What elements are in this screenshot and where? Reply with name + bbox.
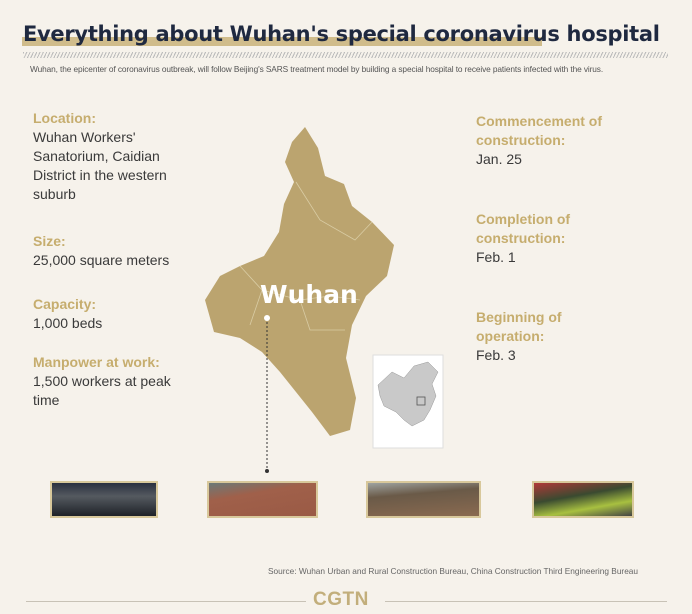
photo-workers [532, 481, 634, 518]
leader-end-dot [265, 469, 269, 473]
photo-bulldozers [366, 481, 481, 518]
fact-label: Capacity: [33, 296, 97, 312]
wuhan-locator-box [416, 396, 426, 406]
district-borders [239, 181, 373, 331]
city-label: Wuhan [260, 280, 358, 309]
photo-night-construction [50, 481, 158, 518]
fact-manpower: Manpower at work: 1,500 workers at peak … [33, 353, 198, 410]
fact-value: 1,500 workers at peak time [33, 373, 171, 408]
hatch-divider [23, 52, 668, 58]
page-subtitle: Wuhan, the epicenter of coronavirus outb… [30, 64, 604, 74]
fact-label: Manpower at work: [33, 354, 160, 370]
fact-label: Completion of construction: [476, 211, 571, 246]
fact-label: Location: [33, 110, 96, 126]
fact-value: 1,000 beds [33, 315, 103, 331]
fact-label: Size: [33, 233, 66, 249]
fact-label: Beginning of operation: [476, 309, 562, 344]
fact-value: Feb. 1 [476, 249, 516, 265]
fact-operation: Beginning of operation: Feb. 3 [476, 308, 586, 365]
photo-aerial-site [207, 481, 318, 518]
fact-value: Jan. 25 [476, 151, 522, 167]
footer-rule-left [26, 601, 306, 602]
fact-label: Commencement of construction: [476, 113, 603, 148]
fact-location: Location: Wuhan Workers' Sanatorium, Cai… [33, 109, 203, 204]
page-title: Everything about Wuhan's special coronav… [23, 22, 660, 46]
fact-value: 25,000 square meters [33, 252, 170, 268]
fact-completion: Completion of construction: Feb. 1 [476, 210, 596, 267]
wuhan-district-shape [205, 127, 394, 436]
fact-value: Wuhan Workers' Sanatorium, Caidian Distr… [33, 129, 167, 202]
fact-size: Size: 25,000 square meters [33, 232, 223, 270]
fact-value: Feb. 3 [476, 347, 516, 363]
china-locator-map [377, 361, 439, 427]
fact-commencement: Commencement of construction: Jan. 25 [476, 112, 626, 169]
fact-capacity: Capacity: 1,000 beds [33, 295, 203, 333]
title-highlight [22, 37, 542, 46]
hospital-location-dot [264, 315, 270, 321]
footer-rule-right [385, 601, 667, 602]
cgtn-logo: CGTN [313, 589, 369, 610]
source-note: Source: Wuhan Urban and Rural Constructi… [268, 566, 639, 576]
